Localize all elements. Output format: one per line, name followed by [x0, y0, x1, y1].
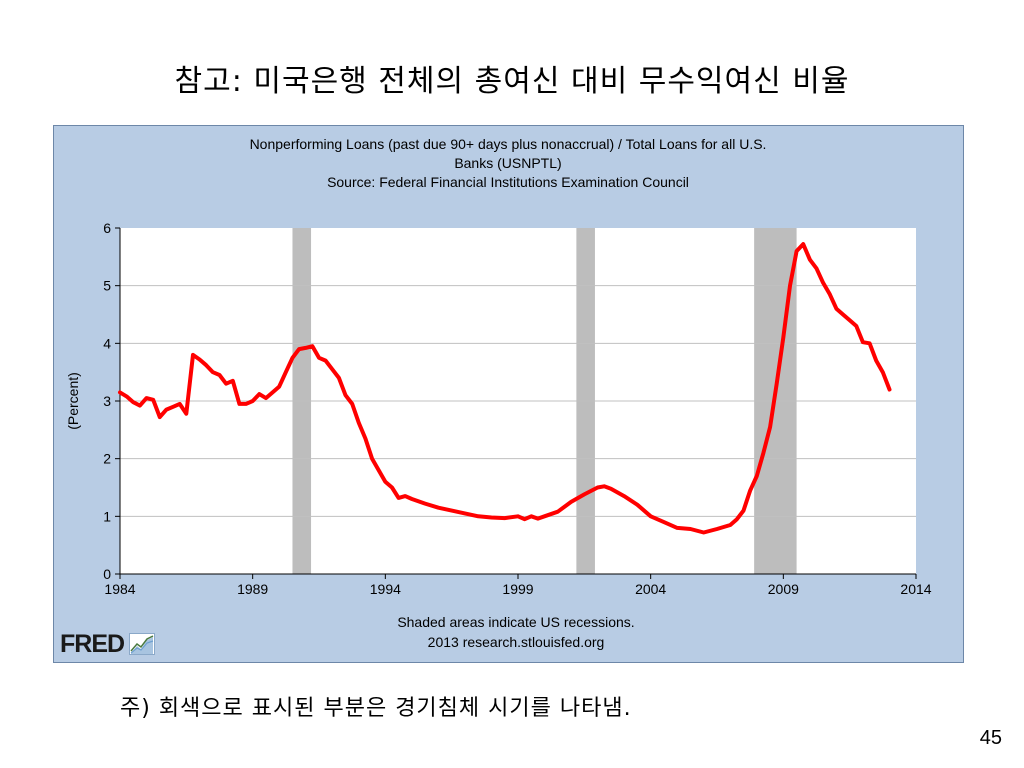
x-tick-label: 1994	[370, 581, 401, 597]
chart-notes: Shaded areas indicate US recessions. 2013…	[397, 614, 634, 650]
chart-title-line: Nonperforming Loans (past due 90+ days p…	[250, 136, 767, 152]
y-tick-label: 4	[103, 335, 111, 351]
y-tick-label: 5	[103, 278, 111, 294]
series-line	[118, 242, 892, 535]
x-tick-label: 2004	[635, 581, 666, 597]
page-number: 45	[979, 727, 1002, 749]
y-axis-label: (Percent)	[65, 372, 81, 430]
y-tick-label: 1	[103, 508, 111, 524]
series	[118, 242, 892, 535]
chart-note: 2013 research.stlouisfed.org	[428, 634, 605, 650]
x-tick-label: 1984	[104, 581, 135, 597]
chart-note: Shaded areas indicate US recessions.	[397, 614, 634, 630]
fred-line-chart: Nonperforming Loans (past due 90+ days p…	[65, 136, 932, 650]
chart-title-line: Source: Federal Financial Institutions E…	[327, 174, 689, 190]
slide-title: 참고: 미국은행 전체의 총여신 대비 무수익여신 비율	[174, 64, 850, 99]
x-tick-label: 2009	[768, 581, 799, 597]
y-tick-label: 0	[103, 566, 111, 582]
y-tick-label: 2	[103, 451, 111, 467]
chart-title-line: Banks (USNPTL)	[454, 155, 561, 171]
fred-chart-icon	[129, 633, 156, 655]
chart-title: Nonperforming Loans (past due 90+ days p…	[250, 136, 767, 190]
x-tick-label: 1999	[502, 581, 533, 597]
x-tick-label: 1989	[237, 581, 268, 597]
y-tick-label: 3	[103, 393, 111, 409]
fred-logo: FRED	[60, 630, 156, 658]
axes: 0 1 2 3 4 5 6 1984 1989 1994 1999 2004 2009 2014	[103, 220, 932, 597]
fred-logo-text: FRED	[60, 630, 125, 658]
chart-panel: Nonperforming Loans (past due 90+ days p…	[53, 125, 964, 663]
footnote: 주) 회색으로 표시된 부분은 경기침체 시기를 나타냄.	[120, 696, 632, 721]
y-tick-label: 6	[103, 220, 111, 236]
axis-labels: (Percent)	[65, 372, 81, 430]
x-tick-label: 2014	[900, 581, 931, 597]
